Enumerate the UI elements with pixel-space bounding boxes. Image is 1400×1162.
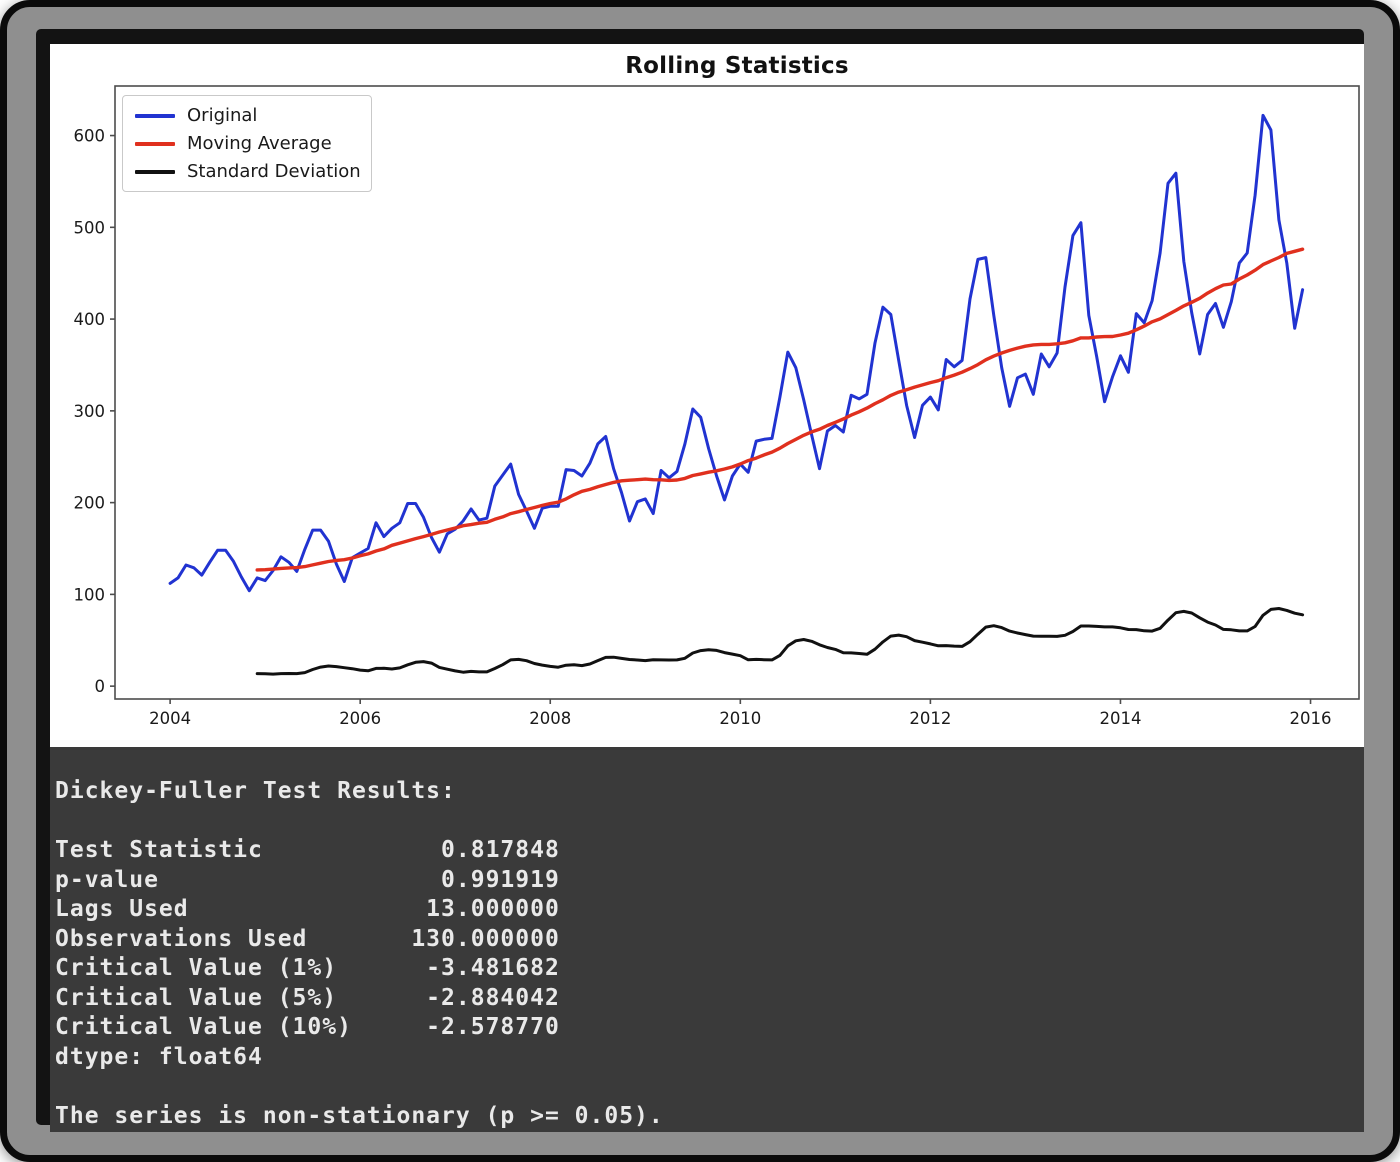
terminal-line: p-value 0.991919 xyxy=(55,866,560,893)
legend-item-moving-average: Moving Average xyxy=(135,133,359,154)
chart-legend: Original Moving Average Standard Deviati… xyxy=(122,95,372,192)
terminal-line: Test Statistic 0.817848 xyxy=(55,837,560,863)
terminal-line: Critical Value (1%) -3.481682 xyxy=(55,955,560,981)
legend-item-original: Original xyxy=(135,105,359,126)
terminal-line: Observations Used 130.000000 xyxy=(55,925,560,952)
terminal-line: dtype: float64 xyxy=(55,1043,263,1070)
svg-text:2006: 2006 xyxy=(339,709,381,728)
svg-text:500: 500 xyxy=(74,218,106,237)
legend-line-swatch-standard-deviation xyxy=(135,169,175,174)
rolling-statistics-chart: 2004 2006 2008 2010 2012 2014 2016 0 100 200 300 40… xyxy=(74,85,1360,728)
legend-label-standard-deviation: Standard Deviation xyxy=(187,161,361,182)
terminal-line: Lags Used 13.000000 xyxy=(55,896,560,922)
chart-title: Rolling Statistics xyxy=(625,53,849,79)
svg-text:2012: 2012 xyxy=(909,709,951,728)
legend-label-moving-average: Moving Average xyxy=(187,133,332,154)
legend-item-standard-deviation: Standard Deviation xyxy=(135,161,361,182)
svg-text:2014: 2014 xyxy=(1099,709,1141,728)
terminal-output: Dickey-Fuller Test Results: Test Statist… xyxy=(50,747,1364,1132)
legend-line-swatch-moving-average xyxy=(135,141,175,146)
svg-text:0: 0 xyxy=(95,677,106,696)
terminal-line: Critical Value (10%) -2.578770 xyxy=(55,1014,560,1040)
terminal-line xyxy=(55,1072,1354,1102)
legend-line-swatch-original xyxy=(135,113,175,118)
svg-text:2016: 2016 xyxy=(1290,709,1332,728)
svg-text:400: 400 xyxy=(74,310,106,329)
svg-text:200: 200 xyxy=(74,494,106,513)
terminal-line: The series is non-stationary (p >= 0.05)… xyxy=(55,1102,664,1129)
legend-label-original: Original xyxy=(187,105,258,126)
svg-text:600: 600 xyxy=(74,127,106,146)
terminal-line: Dickey-Fuller Test Results: xyxy=(55,778,456,804)
svg-text:2004: 2004 xyxy=(149,709,191,728)
figure-canvas: 2004 2006 2008 2010 2012 2014 2016 0 100 200 300 40… xyxy=(50,44,1364,747)
content-panel: 2004 2006 2008 2010 2012 2014 2016 0 100 200 300 40… xyxy=(36,29,1364,1132)
svg-text:100: 100 xyxy=(74,585,106,604)
terminal-line: Critical Value (5%) -2.884042 xyxy=(55,984,560,1011)
svg-text:300: 300 xyxy=(74,402,106,421)
svg-text:2010: 2010 xyxy=(719,709,761,728)
svg-text:2008: 2008 xyxy=(529,709,571,728)
terminal-line xyxy=(55,807,1354,837)
